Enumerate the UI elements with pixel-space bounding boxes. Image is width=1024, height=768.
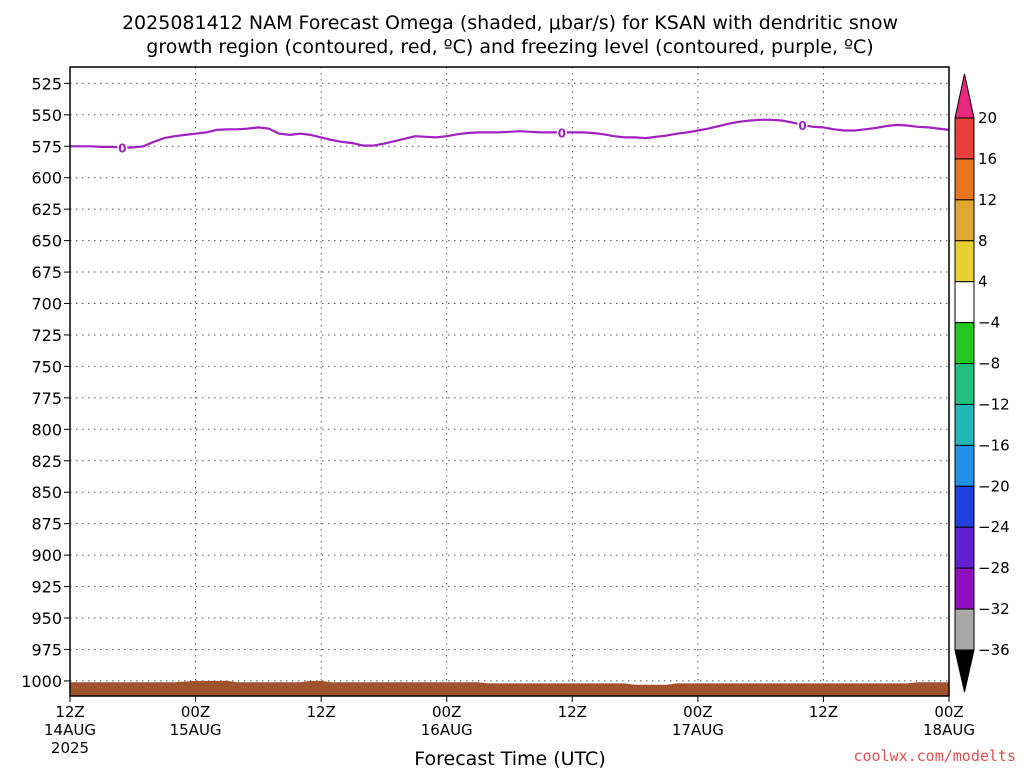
colorbar-band-4 <box>954 240 975 283</box>
x-tick-label-0-2: 14AUG <box>44 721 96 739</box>
y-tick-label-700: 700 <box>31 295 62 314</box>
plot-frame <box>69 66 950 697</box>
colorbar-band-top <box>954 73 975 119</box>
colorbar-tick-4: 4 <box>978 273 988 291</box>
colorbar-tick-2: 12 <box>978 191 997 209</box>
surface-terrain <box>70 680 949 696</box>
x-tick-label-2-1: 12Z <box>306 703 335 721</box>
y-tick-label-775: 775 <box>31 389 62 408</box>
x-tick-label-5-1: 00Z <box>683 703 712 721</box>
y-axis-pressure-ticks: 525 550 575 600 625 650 675 700 725 750 775 800 825 8… <box>21 74 70 691</box>
credit-text: coolwx.com/modelts <box>853 747 1016 765</box>
colorbar-tick-3: 8 <box>978 232 988 250</box>
x-tick-label-5-2: 17AUG <box>672 721 724 739</box>
colorbar-tick-5: −4 <box>978 314 1000 332</box>
y-tick-label-525: 525 <box>31 74 62 93</box>
colorbar-band-2 <box>954 158 975 201</box>
freezing-label-3: 0 <box>798 119 806 133</box>
y-tick-label-750: 750 <box>31 357 62 376</box>
colorbar-band-10 <box>954 485 975 528</box>
colorbar-tick-6: −8 <box>978 355 1000 373</box>
colorbar-band-8 <box>954 403 975 446</box>
x-tick-label-1-2: 15AUG <box>170 721 222 739</box>
x-axis-label: Forecast Time (UTC) <box>414 748 605 768</box>
x-tick-label-0-3: 2025 <box>51 739 89 757</box>
y-tick-label-725: 725 <box>31 326 62 345</box>
colorbar-tick-1: 16 <box>978 150 997 168</box>
freezing-label-bg-1 <box>117 139 128 155</box>
colorbar-tick-9: −20 <box>978 477 1010 495</box>
colorbar-band-5 <box>954 281 975 324</box>
colorbar-band-bottom <box>954 649 975 693</box>
freezing-label-2: 0 <box>558 126 566 140</box>
x-tick-label-3-1: 00Z <box>432 703 461 721</box>
x-tick-label-1-1: 00Z <box>181 703 210 721</box>
y-tick-label-575: 575 <box>31 137 62 156</box>
colorbar-band-9 <box>954 444 975 487</box>
y-tick-label-600: 600 <box>31 169 62 188</box>
colorbar-band-1 <box>954 117 975 160</box>
freezing-label-1: 0 <box>118 142 126 156</box>
surface-terrain-fill <box>70 680 949 696</box>
freezing-level-contour: 0 0 0 <box>70 116 950 156</box>
y-tick-label-850: 850 <box>31 483 62 502</box>
y-tick-label-625: 625 <box>31 200 62 219</box>
colorbar-tick-0: 20 <box>978 109 997 127</box>
x-tick-label-3-2: 16AUG <box>421 721 473 739</box>
x-tick-label-0-1: 12Z <box>55 703 84 721</box>
colorbar-band-12 <box>954 567 975 610</box>
colorbar-band-6 <box>954 322 975 365</box>
colorbar-tick-13: −36 <box>978 641 1010 659</box>
colorbar-band-3 <box>954 199 975 242</box>
y-tick-label-1000: 1000 <box>21 672 62 691</box>
chart-title-line-2: growth region (contoured, red, ºC) and f… <box>146 36 873 58</box>
colorbar-band-13 <box>954 608 975 651</box>
colorbar-tick-7: −12 <box>978 395 1010 413</box>
x-tick-label-7-2: 18AUG <box>923 721 975 739</box>
x-tick-label-4-1: 12Z <box>558 703 587 721</box>
y-tick-label-900: 900 <box>31 546 62 565</box>
y-tick-label-875: 875 <box>31 515 62 534</box>
colorbar-tick-11: −28 <box>978 559 1010 577</box>
y-tick-label-650: 650 <box>31 232 62 251</box>
y-tick-label-975: 975 <box>31 640 62 659</box>
freezing-level-line <box>70 118 950 149</box>
colorbar-tick-10: −24 <box>978 518 1010 536</box>
freezing-label-bg-2 <box>556 124 567 140</box>
y-tick-label-675: 675 <box>31 263 62 282</box>
omega-colorbar: 20 16 12 8 4 −4 −8 −12 −16 −20 −24 −28 −32 −36 <box>954 73 1010 693</box>
x-tick-label-6-1: 12Z <box>809 703 838 721</box>
freezing-label-bg-3 <box>797 116 808 132</box>
y-tick-label-950: 950 <box>31 609 62 628</box>
chart-grid <box>70 67 949 696</box>
chart-title-line-1: 2025081412 NAM Forecast Omega (shaded, μ… <box>122 12 898 34</box>
colorbar-band-7 <box>954 363 975 405</box>
y-tick-label-550: 550 <box>31 106 62 125</box>
y-tick-label-825: 825 <box>31 452 62 471</box>
y-tick-label-925: 925 <box>31 578 62 597</box>
x-tick-label-7-1: 00Z <box>934 703 963 721</box>
colorbar-tick-12: −32 <box>978 600 1010 618</box>
colorbar-tick-8: −16 <box>978 436 1010 454</box>
colorbar-band-11 <box>954 526 975 569</box>
y-tick-label-800: 800 <box>31 420 62 439</box>
